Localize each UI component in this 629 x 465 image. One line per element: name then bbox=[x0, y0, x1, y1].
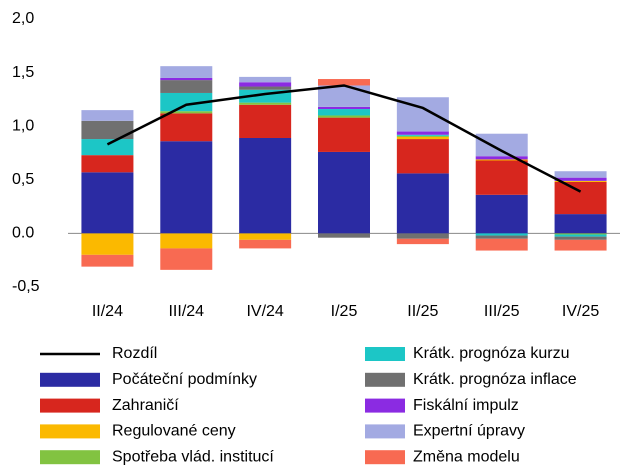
x-tick-label: II/25 bbox=[407, 303, 438, 320]
legend-label: Krátk. prognóza inflace bbox=[413, 371, 577, 388]
y-tick-label: 0,5 bbox=[12, 171, 34, 188]
bar-segment bbox=[160, 111, 213, 114]
bar-segment bbox=[239, 102, 292, 105]
bar-segment bbox=[318, 106, 370, 110]
bar-segment bbox=[239, 86, 292, 90]
bar-segment bbox=[475, 235, 528, 239]
legend-label: Rozdíl bbox=[112, 345, 157, 362]
bar-segment bbox=[554, 177, 607, 181]
bar-segment bbox=[554, 181, 607, 215]
bar-segment bbox=[396, 238, 449, 245]
bar-segment bbox=[475, 160, 528, 195]
bar-segment bbox=[554, 214, 607, 234]
bar-segment bbox=[318, 115, 370, 118]
bar-segment bbox=[81, 139, 134, 156]
bar-segment bbox=[239, 233, 292, 240]
legend-label: Zahraničí bbox=[112, 397, 179, 414]
bar-segment bbox=[475, 159, 528, 161]
bar-segment bbox=[239, 76, 292, 83]
legend-label: Změna modelu bbox=[413, 448, 520, 465]
bar-segment bbox=[239, 104, 292, 138]
bar-segment bbox=[160, 80, 213, 93]
bar-segment bbox=[239, 239, 292, 249]
bar-segment bbox=[160, 92, 213, 112]
x-tick-label: III/25 bbox=[484, 303, 520, 320]
legend-swatch bbox=[365, 398, 405, 413]
bar-segment bbox=[475, 238, 528, 251]
bar-segment bbox=[81, 172, 134, 234]
legend-swatch bbox=[40, 450, 100, 465]
bar-segment bbox=[81, 110, 134, 121]
bar-segment bbox=[396, 136, 449, 140]
bar-segment bbox=[318, 233, 370, 238]
bar-segment bbox=[475, 133, 528, 157]
bar-segment bbox=[396, 173, 449, 234]
x-tick-label: IV/25 bbox=[562, 303, 599, 320]
bar-segment bbox=[160, 248, 213, 270]
bar-segment bbox=[160, 141, 213, 234]
legend-swatch bbox=[365, 424, 405, 439]
legend-swatch bbox=[40, 372, 100, 387]
x-tick-label: III/24 bbox=[168, 303, 204, 320]
bar-segment bbox=[318, 79, 370, 86]
y-tick-label: 2,0 bbox=[12, 10, 34, 27]
bar-segment bbox=[160, 113, 213, 142]
bar-segment bbox=[475, 233, 528, 236]
x-tick-label: II/24 bbox=[92, 303, 123, 320]
bar-segment bbox=[475, 156, 528, 160]
bar-segment bbox=[81, 254, 134, 267]
bar-segment bbox=[81, 120, 134, 140]
y-tick-label: 1,0 bbox=[12, 117, 34, 134]
legend-label: Spotřeba vlád. institucí bbox=[112, 448, 274, 465]
legend-label: Fiskální impulz bbox=[413, 397, 519, 414]
bar-segment bbox=[81, 233, 134, 255]
legend-swatch bbox=[40, 398, 100, 413]
bar-segment bbox=[396, 134, 449, 136]
x-tick-label: IV/24 bbox=[246, 303, 283, 320]
line-series bbox=[106, 84, 582, 193]
bar-segment bbox=[396, 131, 449, 135]
legend-swatch bbox=[40, 424, 100, 439]
y-tick-label: 1,5 bbox=[12, 64, 34, 81]
bar-segment bbox=[554, 239, 607, 251]
bar-segment bbox=[396, 135, 449, 137]
legend-label: Krátk. prognóza kurzu bbox=[413, 345, 570, 362]
legend-swatch bbox=[365, 347, 405, 361]
bar-segment bbox=[160, 77, 213, 81]
y-tick-label: 0.0 bbox=[12, 225, 34, 242]
bar-segment bbox=[318, 151, 370, 234]
bar-segment bbox=[554, 234, 607, 237]
legend-swatch bbox=[365, 450, 405, 465]
bar-segment bbox=[160, 66, 213, 78]
bar-segment bbox=[396, 139, 449, 174]
bar-segment bbox=[554, 233, 607, 235]
legend-label: Expertní úpravy bbox=[413, 423, 525, 440]
bar-segment bbox=[81, 155, 134, 173]
bar-segment bbox=[475, 194, 528, 234]
bar-segment bbox=[318, 117, 370, 152]
bar-segment bbox=[160, 233, 213, 249]
legend-label: Počáteční podmínky bbox=[112, 371, 257, 388]
bar-segment bbox=[396, 233, 449, 239]
bar-segment bbox=[239, 82, 292, 87]
y-tick-label: -0,5 bbox=[12, 278, 40, 295]
bar-segment bbox=[239, 137, 292, 234]
bar-segment bbox=[318, 109, 370, 116]
bar-segment bbox=[554, 180, 607, 182]
bar-segment bbox=[554, 236, 607, 240]
bar-segment bbox=[318, 85, 370, 107]
legend-swatch bbox=[365, 372, 405, 387]
bar-segment bbox=[554, 171, 607, 178]
legend-label: Regulované ceny bbox=[112, 423, 236, 440]
x-tick-label: I/25 bbox=[331, 303, 358, 320]
